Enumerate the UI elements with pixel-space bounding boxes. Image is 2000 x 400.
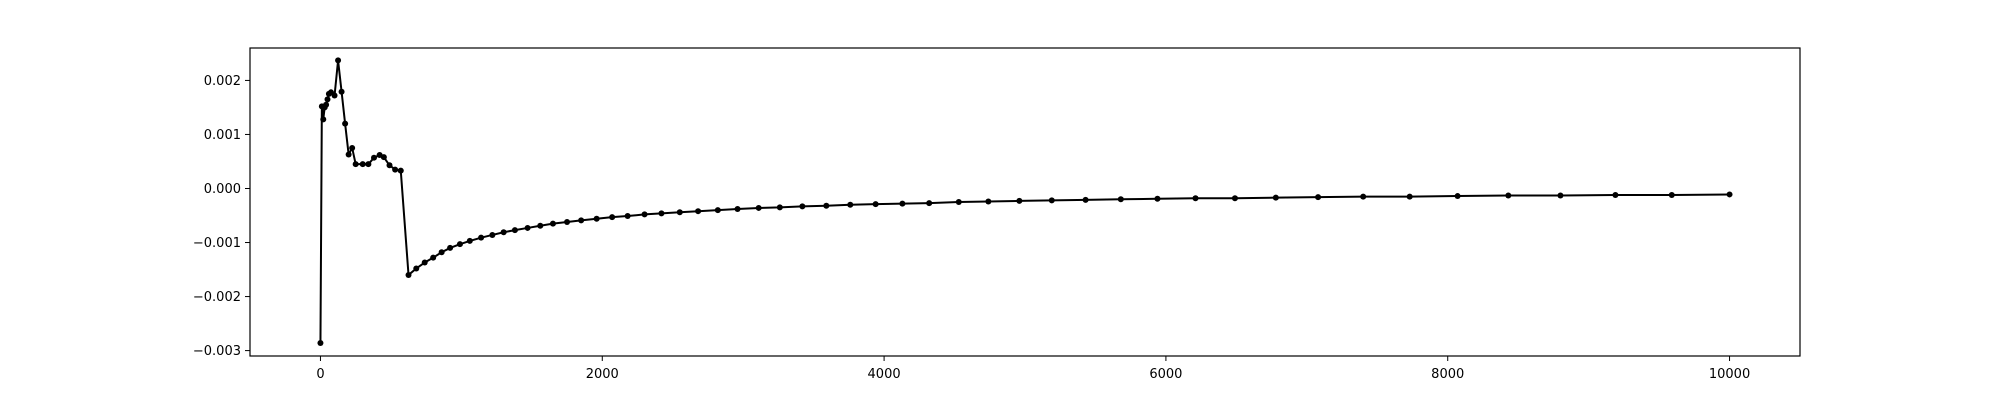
data-point (695, 208, 702, 215)
data-point (323, 101, 330, 108)
data-point (478, 234, 485, 241)
data-point (405, 271, 412, 278)
data-point (386, 162, 393, 169)
data-point (955, 199, 962, 205)
axis-ticks: 0 2000 4000 6000 8000 10000 0.002 0.001 0.000 −0.… (193, 74, 1750, 382)
data-point (1154, 195, 1161, 202)
data-point (714, 207, 721, 214)
data-point (335, 57, 342, 64)
data-point (371, 154, 377, 161)
data-point (1192, 195, 1199, 202)
data-point (1557, 192, 1564, 199)
data-point (380, 154, 387, 161)
data-point (537, 222, 544, 229)
data-point (349, 144, 356, 151)
x-tick-label: 6000 (1149, 367, 1182, 382)
data-point (1668, 191, 1675, 198)
data-point (1315, 194, 1322, 201)
x-tick-label: 0 (316, 367, 324, 382)
y-tick-label: 0.001 (204, 128, 241, 143)
data-point (524, 224, 531, 231)
data-point (359, 161, 366, 168)
data-point (392, 166, 399, 173)
data-point (609, 214, 616, 221)
data-point (511, 227, 518, 234)
x-tick-label: 2000 (586, 367, 619, 382)
data-point (1612, 191, 1619, 198)
data-point (847, 201, 854, 208)
data-point (1117, 196, 1124, 203)
data-point (466, 237, 473, 244)
data-point (338, 88, 345, 95)
data-point (926, 200, 933, 207)
data-point (413, 265, 420, 272)
data-point (641, 211, 648, 218)
data-point (421, 259, 428, 266)
data-point (593, 215, 600, 222)
data-point (489, 231, 496, 238)
data-point (564, 218, 571, 225)
data-point (1505, 192, 1512, 199)
data-point (823, 202, 830, 209)
data-point (331, 92, 338, 99)
data-series (317, 57, 1733, 347)
y-tick-label: −0.003 (193, 344, 241, 359)
data-point (500, 229, 507, 236)
data-point (776, 204, 783, 211)
data-point (1016, 197, 1023, 204)
data-point (352, 161, 359, 168)
y-tick-label: −0.001 (193, 236, 241, 251)
data-point (799, 203, 806, 210)
y-tick-label: −0.002 (193, 290, 241, 305)
series-line (319, 59, 1730, 344)
x-tick-label: 8000 (1431, 367, 1464, 382)
data-point (1406, 193, 1413, 200)
data-point (1082, 196, 1089, 203)
data-point (734, 206, 741, 213)
data-point (1231, 195, 1238, 202)
data-point (1048, 197, 1055, 204)
data-point (456, 241, 463, 248)
data-point (1272, 194, 1279, 201)
data-point (365, 161, 372, 168)
data-point (397, 167, 404, 174)
data-point (578, 217, 585, 224)
data-point (447, 244, 454, 251)
data-point (1454, 193, 1461, 200)
x-tick-label: 4000 (868, 367, 901, 382)
data-point (985, 198, 992, 205)
data-point (1360, 193, 1367, 200)
data-point (755, 204, 762, 211)
x-tick-label: 10000 (1709, 367, 1750, 382)
data-point (345, 151, 352, 158)
data-point (320, 116, 327, 123)
data-point (430, 254, 437, 261)
data-point (324, 96, 331, 103)
y-tick-label: 0.000 (204, 182, 241, 197)
data-point (872, 201, 879, 208)
data-point (438, 249, 445, 256)
data-point (624, 213, 631, 220)
data-point (549, 220, 556, 227)
data-point (676, 209, 683, 216)
data-point (342, 120, 349, 127)
data-point (317, 340, 324, 347)
data-point (658, 210, 665, 217)
data-point (1726, 191, 1733, 198)
plot-area-frame (249, 47, 1801, 357)
y-tick-label: 0.002 (204, 74, 241, 89)
data-point (899, 200, 906, 207)
